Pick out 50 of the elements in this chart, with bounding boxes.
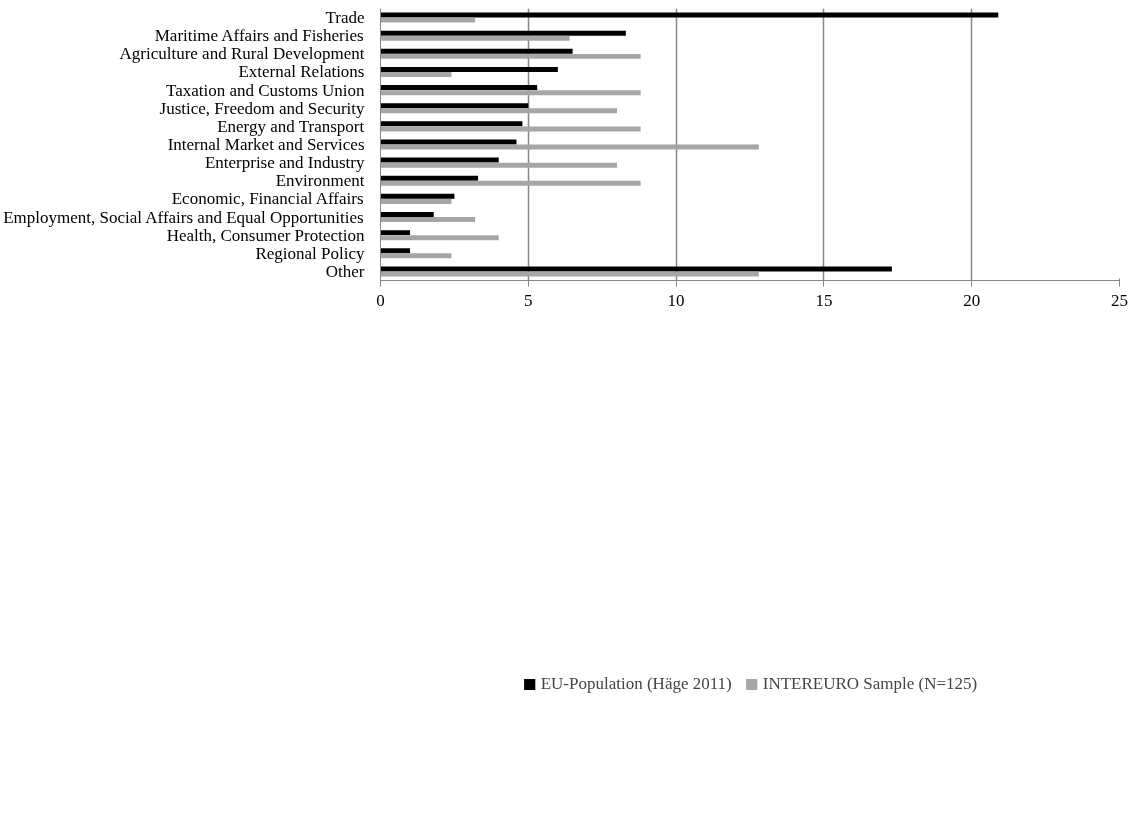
bar <box>380 230 411 236</box>
bar <box>380 235 499 241</box>
bar <box>380 121 523 127</box>
bar <box>380 193 455 199</box>
x-tick-label: 5 <box>524 290 533 310</box>
bar <box>380 266 892 272</box>
bar <box>380 30 626 36</box>
bar <box>380 144 759 150</box>
legend-label: INTEREURO Sample (N=125) <box>762 674 978 694</box>
bar <box>380 48 573 54</box>
y-tick-label: Environment <box>275 171 365 191</box>
y-tick-label: Trade <box>325 8 365 28</box>
bar <box>380 271 759 277</box>
bar <box>380 12 999 18</box>
bar <box>380 248 411 254</box>
bar <box>380 90 641 96</box>
x-tick-label: 0 <box>376 290 385 310</box>
bar <box>380 253 452 259</box>
bar <box>380 217 476 223</box>
y-tick-label: Employment, Social Affairs and Equal Opportunities <box>3 207 364 227</box>
bar <box>380 139 517 145</box>
bar <box>380 72 452 77</box>
x-tick-label: 20 <box>963 290 981 310</box>
bar <box>380 162 617 168</box>
y-tick-label: External Relations <box>238 62 365 82</box>
bar <box>380 198 452 204</box>
y-tick-label: Agriculture and Rural Development <box>119 44 365 64</box>
y-tick-label: Taxation and Customs Union <box>165 80 365 100</box>
bar <box>380 17 476 23</box>
bar <box>380 35 570 41</box>
bar <box>380 212 434 217</box>
bar <box>380 157 499 163</box>
y-tick-label: Internal Market and Services <box>167 135 365 154</box>
bar <box>380 66 558 72</box>
y-tick-label: Economic, Financial Affairs <box>171 189 364 209</box>
bar <box>380 103 529 109</box>
bar <box>380 85 538 91</box>
y-tick-label: Justice, Freedom and Security <box>159 98 365 118</box>
bar <box>380 108 617 114</box>
bar <box>380 53 641 59</box>
bar <box>380 126 641 132</box>
y-tick-label: Regional Policy <box>255 243 365 263</box>
x-tick-label: 25 <box>1111 290 1128 310</box>
x-tick-label: 15 <box>815 290 833 310</box>
x-tick-label: 10 <box>667 290 685 310</box>
legend-label: EU-Population (Häge 2011) <box>540 674 732 694</box>
bar <box>380 175 479 181</box>
y-tick-label: Maritime Affairs and Fisheries <box>154 26 364 46</box>
bar <box>380 180 641 186</box>
y-tick-label: Enterprise and Industry <box>204 153 365 173</box>
